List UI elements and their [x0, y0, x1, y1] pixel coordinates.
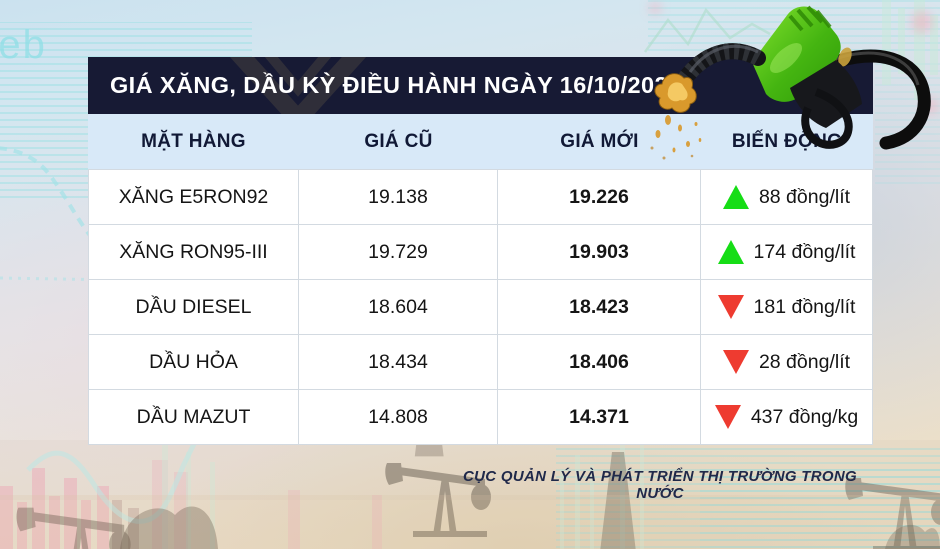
chevron-emblem-icon [229, 57, 367, 114]
new-price-cell: 18.406 [498, 335, 701, 390]
change-value: 28 đồng/lít [758, 350, 851, 373]
zigzag-line-chart [643, 7, 771, 53]
footer-credit: CỤC QUẢN LÝ VÀ PHÁT TRIỂN THỊ TRƯỜNG TRO… [463, 468, 857, 502]
column-header-new-price: GIÁ MỚI [560, 130, 639, 152]
table-row: DẦU HỎA 18.434 18.406 28 đồng/lít [88, 335, 873, 390]
change-cell: 437 đồng/kg [701, 390, 873, 445]
column-header-product: MẶT HÀNG [141, 130, 246, 152]
new-price-cell: 18.423 [498, 280, 701, 335]
change-cell: 88 đồng/lít [701, 170, 873, 225]
column-header-change: BIẾN ĐỘNG [731, 130, 843, 152]
change-value: 181 đồng/lít [753, 295, 856, 318]
pink-volume-bars [0, 468, 109, 549]
table-header-row: MẶT HÀNG GIÁ CŨ GIÁ MỚI BIẾN ĐỘNG [88, 114, 873, 169]
table-body: XĂNG E5RON92 19.138 19.226 88 đồng/lít X… [88, 169, 873, 445]
change-value: 437 đồng/kg [750, 405, 859, 428]
old-price-cell: 14.808 [299, 390, 498, 445]
change-cell: 181 đồng/lít [701, 280, 873, 335]
table-row: DẦU DIESEL 18.604 18.423 181 đồng/lít [88, 280, 873, 335]
product-cell: XĂNG E5RON92 [88, 170, 299, 225]
change-cell: 174 đồng/lít [701, 225, 873, 280]
column-header-old-price: GIÁ CŨ [364, 130, 433, 152]
bottom-line-chart [26, 438, 199, 524]
product-cell: DẦU DIESEL [88, 280, 299, 335]
page-title: GIÁ XĂNG, DẦU KỲ ĐIỀU HÀNH NGÀY 16/10/20… [110, 72, 682, 98]
table-row: XĂNG RON95-III 19.729 19.903 174 đồng/lí… [88, 225, 873, 280]
product-cell: XĂNG RON95-III [88, 225, 299, 280]
new-price-cell: 19.226 [498, 170, 701, 225]
change-value: 174 đồng/lít [753, 240, 856, 263]
product-cell: DẦU MAZUT [88, 390, 299, 445]
ticker-text-fragment: Feb [0, 23, 47, 67]
new-price-cell: 19.903 [498, 225, 701, 280]
new-price-cell: 14.371 [498, 390, 701, 445]
old-price-cell: 19.138 [299, 170, 498, 225]
up-triangle-icon [717, 240, 744, 264]
old-price-cell: 18.434 [299, 335, 498, 390]
table-row: DẦU MAZUT 14.808 14.371 437 đồng/kg [88, 390, 873, 445]
product-cell: DẦU HỎA [88, 335, 299, 390]
down-triangle-icon [714, 405, 741, 429]
down-triangle-icon [722, 350, 749, 374]
fuel-price-board: GIÁ XĂNG, DẦU KỲ ĐIỀU HÀNH NGÀY 16/10/20… [88, 57, 873, 445]
table-row: XĂNG E5RON92 19.138 19.226 88 đồng/lít [88, 170, 873, 225]
down-triangle-icon [717, 295, 744, 319]
up-triangle-icon [722, 185, 749, 209]
title-bar: GIÁ XĂNG, DẦU KỲ ĐIỀU HÀNH NGÀY 16/10/20… [88, 57, 873, 114]
change-cell: 28 đồng/lít [701, 335, 873, 390]
candlestick-bars [882, 0, 938, 100]
change-value: 88 đồng/lít [758, 185, 851, 208]
old-price-cell: 19.729 [299, 225, 498, 280]
old-price-cell: 18.604 [299, 280, 498, 335]
